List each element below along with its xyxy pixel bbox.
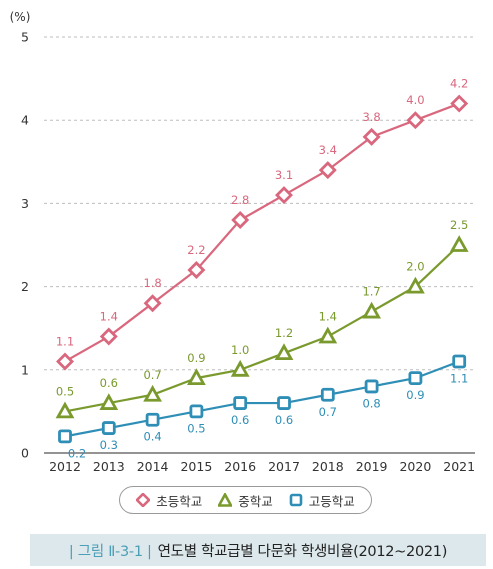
data-point-marker (408, 371, 423, 386)
data-label: 4.0 (406, 93, 424, 107)
diamond-marker-icon (136, 493, 151, 507)
data-label: 1.7 (362, 285, 380, 299)
data-point-marker (101, 421, 116, 435)
data-point-marker (187, 260, 206, 279)
data-point-marker (318, 161, 337, 180)
x-tick-label: 2019 (356, 459, 388, 474)
data-label: 2.8 (231, 193, 249, 207)
series-line (64, 244, 460, 413)
data-label: 3.4 (319, 143, 337, 157)
figure-caption: | 그림 Ⅱ-3-1 | 연도별 학교급별 다문화 학생비율(2012~2021… (30, 534, 486, 566)
y-tick-label: 0 (21, 446, 29, 461)
data-point-marker (187, 368, 206, 386)
data-point-marker (58, 429, 72, 444)
legend-label-high: 고등학교 (308, 493, 355, 509)
line-chart: 0 1 2 3 4 5 (%) 2012 2013 2014 2015 2016 2017 2018 201… (10, 10, 475, 474)
data-label: 0.8 (362, 396, 380, 410)
data-point-marker (362, 127, 381, 146)
data-label: 1.4 (319, 310, 337, 324)
legend-item-elementary: 초등학교 (136, 491, 202, 510)
data-point-marker (189, 404, 204, 419)
data-point-marker (99, 393, 119, 410)
data-point-marker (145, 412, 160, 427)
x-tick-label: 2016 (224, 459, 256, 474)
y-tick-label: 3 (21, 196, 29, 211)
data-label: 0.7 (319, 405, 337, 419)
data-point-marker (143, 294, 162, 313)
legend: 초등학교 중학교 고등학교 (119, 486, 372, 514)
data-label: 0.7 (143, 368, 161, 382)
data-point-marker (143, 384, 162, 402)
data-point-marker (275, 186, 293, 205)
x-tick-label: 2020 (399, 459, 431, 474)
x-tick-label: 2021 (443, 459, 475, 474)
data-point-marker (233, 396, 248, 410)
data-label: 1.1 (56, 334, 74, 348)
data-label: 3.1 (275, 168, 293, 182)
data-label: 1.1 (450, 371, 468, 385)
data-label: 0.3 (100, 438, 118, 452)
y-tick-label: 5 (21, 30, 29, 45)
x-tick-label: 2014 (137, 459, 169, 474)
data-point-marker (318, 326, 338, 344)
legend-item-high: 고등학교 (289, 491, 355, 510)
data-point-marker (364, 379, 379, 394)
data-label: 0.5 (56, 384, 74, 398)
data-label: 1.4 (100, 310, 118, 324)
data-label: 2.0 (406, 260, 424, 274)
data-point-marker (56, 352, 74, 371)
data-label: 0.4 (143, 430, 161, 444)
data-label: 2.2 (187, 243, 205, 257)
data-label: 1.8 (143, 276, 161, 290)
data-label: 1.0 (231, 343, 249, 357)
series-line (64, 360, 460, 438)
data-label: 0.9 (406, 388, 424, 402)
legend-item-middle: 중학교 (218, 491, 273, 510)
caption-title: 연도별 학교급별 다문화 학생비율(2012~2021) (157, 543, 448, 560)
x-tick-label: 2017 (268, 459, 300, 474)
data-point-marker (274, 343, 294, 361)
y-tick-label: 2 (21, 279, 29, 294)
series-line (64, 102, 460, 363)
data-point-marker (231, 211, 250, 230)
legend-label-middle: 중학교 (238, 493, 273, 509)
data-label: 0.6 (231, 413, 249, 427)
data-label: 0.2 (68, 446, 86, 460)
data-label: 1.2 (275, 326, 293, 340)
data-point-marker (230, 359, 250, 377)
data-label: 0.5 (187, 421, 205, 435)
data-point-marker (449, 235, 469, 252)
triangle-marker-icon (218, 493, 233, 507)
data-point-marker (452, 354, 467, 369)
data-label: 0.6 (100, 376, 118, 390)
data-label: 2.5 (450, 218, 468, 232)
data-point-marker (99, 327, 118, 346)
data-label: 3.8 (362, 110, 380, 124)
data-point-marker (406, 111, 425, 130)
data-point-marker (450, 94, 469, 113)
data-point-marker (320, 387, 335, 402)
data-point-marker (55, 401, 75, 419)
data-label: 0.9 (187, 351, 205, 365)
x-tick-label: 2018 (312, 459, 344, 474)
y-tick-label: 1 (21, 362, 29, 377)
legend-label-elementary: 초등학교 (156, 493, 203, 509)
data-point-marker (406, 276, 425, 294)
data-label: 4.2 (450, 77, 468, 91)
square-marker-icon (289, 493, 303, 507)
x-tick-label: 2012 (49, 459, 81, 474)
data-label: 0.6 (275, 413, 293, 427)
data-point-marker (277, 396, 291, 410)
data-point-marker (362, 301, 381, 319)
caption-tag: | 그림 Ⅱ-3-1 | (68, 543, 152, 560)
y-axis-unit: (%) (10, 10, 31, 24)
x-tick-label: 2013 (93, 459, 125, 474)
y-tick-label: 4 (21, 113, 29, 128)
x-tick-label: 2015 (180, 459, 212, 474)
